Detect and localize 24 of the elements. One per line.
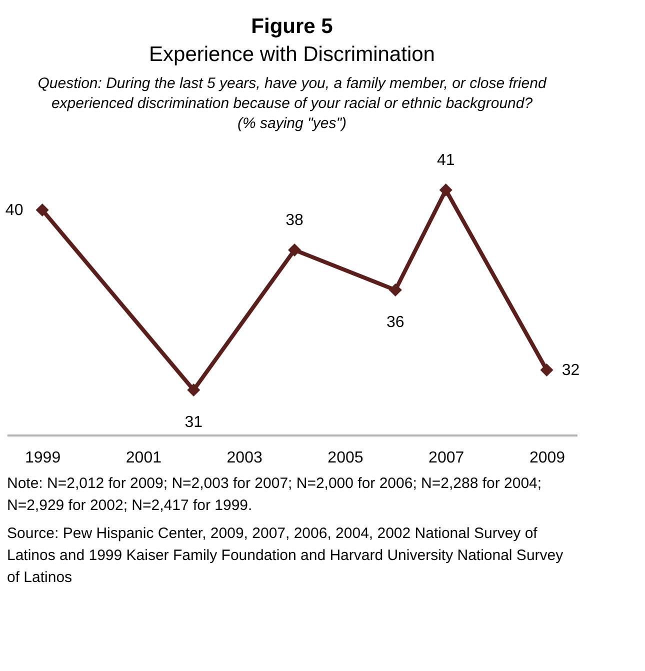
- text: (% saying "yes"): [237, 115, 347, 132]
- data-label: 40: [5, 202, 24, 219]
- x-tick-label: 2001: [126, 450, 162, 466]
- x-tick-label: 2005: [328, 450, 364, 466]
- point: [288, 243, 302, 257]
- text: Question: During the last 5 years, have you, a family member, or close friend experienced discrimination because of your racial or ethnic background?: [38, 75, 547, 112]
- point: [540, 363, 554, 377]
- chart-title: Figure 5: [251, 15, 334, 38]
- point: [187, 383, 200, 397]
- point: [36, 203, 49, 217]
- text: Note: N=2,012 for 2009; N=2,003 for 2007; N=2,000 for 2006; N=2,288 for 2004; N=2,929 for 2002; N=2,417 for 1999.: [7, 475, 542, 514]
- x-tick-label: 1999: [25, 450, 61, 466]
- source-note: Source: Pew Hispanic Center, 2009, 2007, 2006, 2004, 2002 National Survey of Latinos and 1999 Kaiser Family Foundation and Harvard University National Survey of Latinos: [7, 525, 564, 586]
- point: [388, 283, 402, 297]
- chart-subtitle: Experience with Discrimination: [149, 43, 435, 66]
- point: [439, 183, 452, 197]
- data-label: 38: [286, 212, 304, 229]
- x-tick-label: 2009: [529, 450, 566, 466]
- x-tick-label: 2003: [226, 450, 262, 466]
- data-label: 36: [386, 314, 404, 331]
- data-label: 31: [184, 414, 203, 431]
- data-label: 32: [562, 362, 580, 379]
- data-label: 41: [436, 152, 455, 169]
- x-tick-label: 2007: [428, 450, 464, 466]
